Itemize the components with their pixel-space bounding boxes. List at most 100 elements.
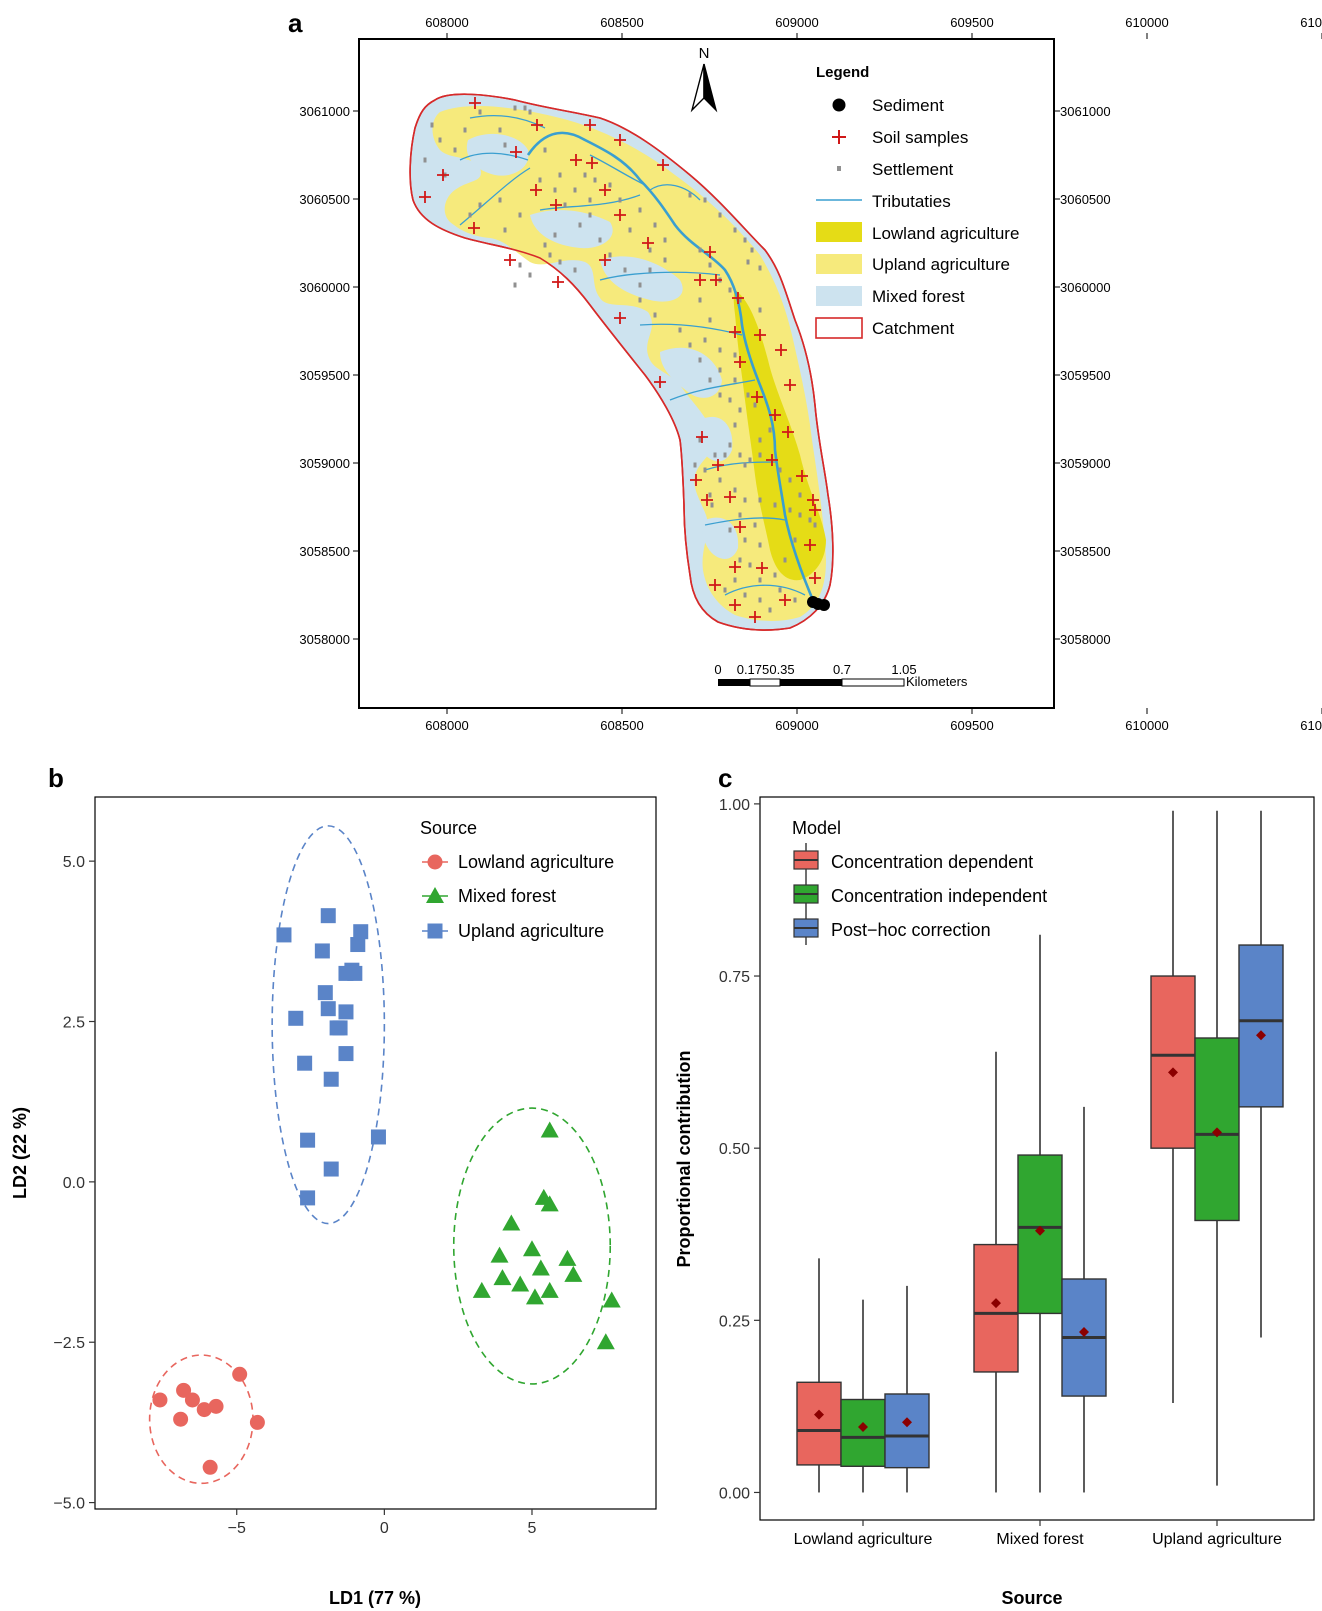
- legend-sediment-label: Sediment: [872, 96, 944, 115]
- settlement-marker: [438, 137, 442, 143]
- box-iqr: [1017, 1154, 1063, 1315]
- soil-sample-marker: [614, 134, 626, 146]
- settlement-marker: [743, 537, 747, 543]
- soil-sample-marker: [729, 599, 741, 611]
- scatter-legend-title: Source: [420, 818, 477, 838]
- settlement-marker: [733, 577, 737, 583]
- map-x-tick-label-top: 609500: [950, 15, 993, 30]
- settlement-marker: [708, 377, 712, 383]
- settlement-marker: [653, 312, 657, 318]
- settlement-marker: [798, 492, 802, 498]
- soil-sample-marker: [437, 169, 449, 181]
- scatter-point: [525, 1288, 544, 1305]
- settlement-marker: [543, 147, 547, 153]
- lowland-agriculture-area: [733, 290, 826, 581]
- settlement-marker: [758, 577, 762, 583]
- settlement-marker: [553, 187, 557, 193]
- boxplot-x-tick-label: Lowland agriculture: [794, 1531, 933, 1548]
- soil-sample-marker: [766, 454, 778, 466]
- settlement-marker: [723, 452, 727, 458]
- boxplot-legend-label-posthoc: Post−hoc correction: [831, 920, 991, 940]
- boxplot-legend-keys: [793, 843, 819, 945]
- settlement-marker: [758, 452, 762, 458]
- settlement-marker: [663, 237, 667, 243]
- scatter-y-tick-label: 5.0: [63, 854, 85, 871]
- north-arrow: N: [690, 45, 718, 113]
- settlement-marker: [778, 467, 782, 473]
- settlement-marker: [573, 187, 577, 193]
- lda-scatter-panel: b −5 0 5 −5.0 −2.5 0.0 2.5 5.0 LD1 (77 %) LD2 (…: [10, 763, 657, 1608]
- settlement-marker: [718, 367, 722, 373]
- scatter-x-tick-label: 5: [528, 1520, 537, 1537]
- map-x-tick-label-bottom: 608500: [600, 718, 643, 733]
- box-mean-marker: [1256, 1030, 1266, 1041]
- scatter-y-axis-title: LD2 (22 %): [10, 1107, 30, 1199]
- soil-sample-marker: [419, 191, 431, 203]
- settlement-marker: [738, 452, 742, 458]
- map-panel: a 60800060800060850060850060900060900060…: [288, 8, 1322, 733]
- scatter-y-tick-label: 0.0: [63, 1175, 85, 1192]
- settlement-marker: [653, 222, 657, 228]
- soil-sample-marker: [779, 594, 791, 606]
- soil-sample-marker: [769, 409, 781, 421]
- settlement-marker: [598, 237, 602, 243]
- settlement-marker: [748, 457, 752, 463]
- forest-patch: [530, 210, 613, 249]
- soil-sample-marker: [749, 611, 761, 623]
- scatter-point: [288, 1010, 304, 1026]
- soil-sample-marker: [599, 254, 611, 266]
- scatter-legend: Source Lowland agriculture Mixed forest …: [420, 818, 614, 941]
- settlement-marker: [573, 267, 577, 273]
- settlement-marker: [548, 252, 552, 258]
- settlement-marker: [638, 297, 642, 303]
- scatter-point: [350, 937, 366, 953]
- boxplot-legend-label-independent: Concentration independent: [831, 886, 1047, 906]
- map-y-tick-label-right: 3058000: [1060, 632, 1111, 647]
- settlement-marker: [733, 487, 737, 493]
- settlement-marker: [518, 262, 522, 268]
- boxplot-x-axis-title: Source: [1001, 1588, 1062, 1608]
- settlement-marker: [758, 265, 762, 271]
- map-y-tick-label-left: 3058500: [299, 544, 350, 559]
- scatter-point: [208, 1398, 224, 1414]
- map-y-tick-label-right: 3060000: [1060, 280, 1111, 295]
- scale-label: 0.7: [833, 662, 851, 677]
- catchment-map: [409, 93, 834, 631]
- map-x-tick-label-top: 608500: [600, 15, 643, 30]
- settlement-marker: [623, 267, 627, 273]
- map-x-tick-label-bottom: 610000: [1125, 718, 1168, 733]
- legend-tributaries-label: Tributaties: [872, 192, 951, 211]
- north-label: N: [699, 45, 710, 62]
- scatter-legend-marker: [426, 887, 444, 903]
- tributary: [539, 194, 641, 211]
- boxplot-panel: c 0.00 0.25 0.50 0.75 1.00 Lowland agricultur…: [674, 763, 1315, 1608]
- map-y-tick-label-left: 3060500: [299, 192, 350, 207]
- soil-sample-marker: [552, 276, 564, 288]
- scatter-point: [300, 1190, 316, 1206]
- scatter-point: [347, 965, 363, 981]
- settlement-marker: [498, 127, 502, 133]
- settlement-marker: [733, 352, 737, 358]
- legend-settlement-label: Settlement: [872, 160, 954, 179]
- box-mean-marker: [1168, 1067, 1178, 1078]
- scale-unit: Kilometers: [906, 674, 968, 689]
- soil-sample-marker: [701, 494, 713, 506]
- boxplot-y-axis-title: Proportional contribution: [674, 1051, 694, 1268]
- scale-label: 1.05: [891, 662, 916, 677]
- soil-sample-marker: [724, 491, 736, 503]
- settlement-marker: [758, 437, 762, 443]
- settlement-marker: [718, 212, 722, 218]
- settlement-marker: [698, 357, 702, 363]
- legend-soil-key: [832, 130, 846, 144]
- settlement-marker: [768, 607, 772, 613]
- box-mean-marker: [814, 1409, 824, 1420]
- scatter-point: [320, 908, 336, 924]
- scatter-point: [540, 1281, 559, 1298]
- scatter-point: [596, 1333, 615, 1350]
- settlement-marker: [758, 497, 762, 503]
- soil-sample-marker: [469, 97, 481, 109]
- north-arrow-left: [690, 63, 705, 113]
- settlement-marker: [703, 467, 707, 473]
- scatter-point: [522, 1240, 541, 1257]
- map-y-tick-label-right: 3058500: [1060, 544, 1111, 559]
